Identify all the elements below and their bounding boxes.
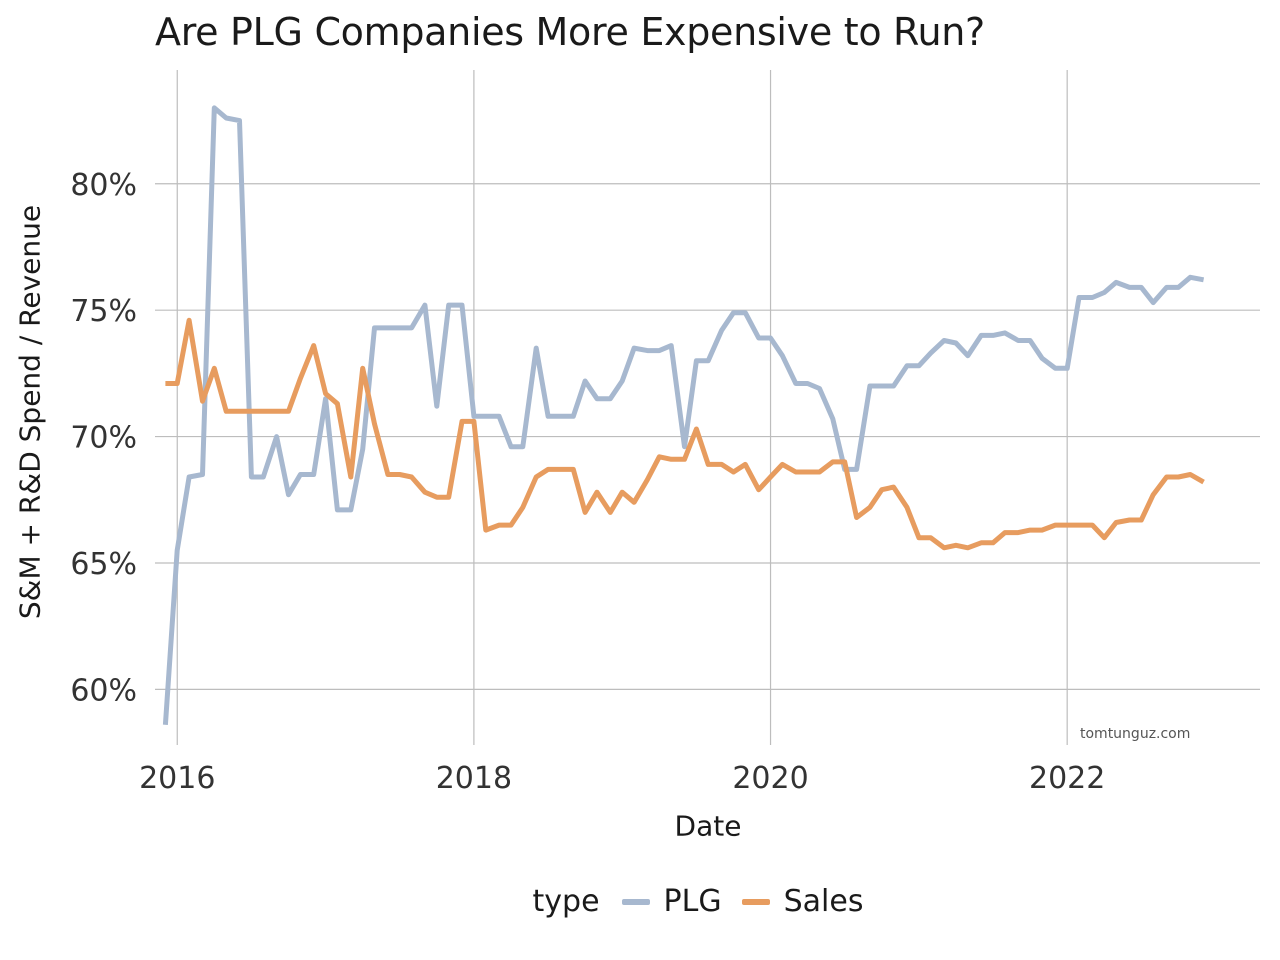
legend: type PLG Sales [0,884,1280,919]
x-tick-label: 2022 [1029,761,1105,796]
x-axis-label: Date [674,809,742,843]
x-tick-label: 2018 [436,761,512,796]
legend-swatch-plg [621,898,650,905]
x-tick-label: 2020 [732,761,808,796]
watermark: tomtunguz.com [1080,726,1191,742]
series-lines [162,105,1205,725]
y-tick-label: 65% [70,547,137,582]
x-tick-label: 2016 [139,761,215,796]
legend-item-sales: Sales [741,884,864,919]
grid-lines [155,70,1260,745]
x-tick-labels: 2016 2018 2020 2022 [139,761,1105,796]
legend-label-sales: Sales [783,884,864,919]
y-tick-label: 60% [70,673,137,708]
y-tick-label: 80% [70,168,137,203]
y-tick-labels: 60% 65% 70% 75% 80% [70,168,137,709]
series-line-plg [162,105,1205,725]
y-tick-label: 70% [70,421,137,456]
chart-title: Are PLG Companies More Expensive to Run? [155,10,985,54]
series-line-sales [165,317,1205,551]
y-tick-label: 75% [70,294,137,329]
y-axis-label: S&M + R&D Spend / Revenue [13,204,47,620]
legend-label-plg: PLG [663,884,722,919]
legend-title: type [532,884,600,919]
legend-item-plg: PLG [621,884,722,919]
legend-swatch-sales [741,898,770,905]
